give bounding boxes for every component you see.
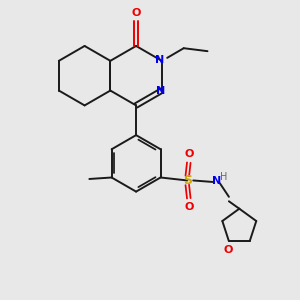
Text: N: N xyxy=(156,86,165,96)
Text: N: N xyxy=(155,55,164,65)
Text: S: S xyxy=(183,174,192,187)
Text: O: O xyxy=(184,202,194,212)
Text: O: O xyxy=(131,8,141,18)
Text: O: O xyxy=(184,149,194,159)
Text: H: H xyxy=(220,172,227,182)
Text: N: N xyxy=(212,176,222,186)
Text: O: O xyxy=(224,245,233,255)
